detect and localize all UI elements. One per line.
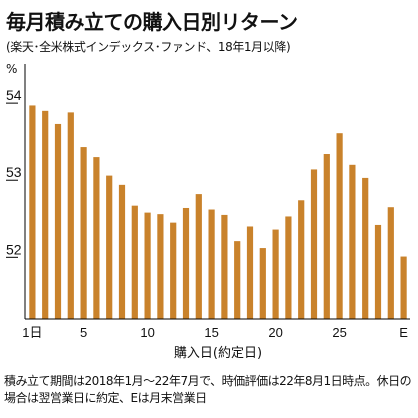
- bar-3: [54, 123, 62, 319]
- x-axis: 1日 5 10 15 20 25 E 購入日(約定日): [22, 64, 410, 361]
- bar-2: [42, 110, 49, 319]
- bar-29: [387, 207, 394, 319]
- chart-title: 毎月積み立ての購入日別リターン: [6, 10, 298, 34]
- bar-23: [310, 169, 318, 319]
- x-tick-label: 10: [140, 325, 154, 340]
- bar-1日: [29, 105, 36, 320]
- bar-7: [106, 175, 113, 319]
- bar-E: [400, 256, 407, 319]
- bar-27: [362, 177, 369, 319]
- bar-8: [118, 184, 126, 319]
- bar-28: [374, 224, 382, 319]
- bar-9: [131, 205, 138, 319]
- bar-20: [272, 229, 279, 319]
- y-tick-label: 52: [6, 241, 22, 257]
- bar-4: [67, 112, 74, 319]
- bar-14: [195, 194, 202, 319]
- bar-12: [170, 222, 177, 319]
- bar-11: [157, 214, 164, 319]
- bar-26: [349, 164, 356, 319]
- bar-10: [144, 212, 151, 319]
- bar-18: [246, 226, 254, 319]
- x-tick-label: 25: [332, 325, 346, 340]
- bar-15: [208, 209, 215, 319]
- chart-subtitle: (楽天･全米株式インデックス･ファンド、18年1月以降): [6, 40, 291, 54]
- footnote: 積み立て期間は2018年1月～22年7月で、時価評価は22年8月1日時点。休日の…: [4, 374, 412, 405]
- y-unit-label: %: [6, 62, 17, 76]
- bar-19: [259, 248, 266, 319]
- x-tick-label: 15: [204, 325, 218, 340]
- x-tick-label: E: [399, 325, 408, 340]
- bar-13: [182, 207, 190, 319]
- y-tick-label: 54: [6, 87, 22, 103]
- x-tick-label: 1日: [22, 325, 42, 340]
- bars: [29, 105, 407, 320]
- bar-25: [336, 133, 343, 319]
- bar-21: [285, 216, 292, 319]
- x-tick-label: 5: [80, 325, 87, 340]
- bar-24: [323, 154, 330, 319]
- x-tick-label: 20: [268, 325, 282, 340]
- x-axis-title: 購入日(約定日): [174, 346, 262, 361]
- bar-5: [80, 147, 87, 319]
- y-tick-label: 53: [6, 164, 22, 180]
- bar-22: [298, 200, 305, 319]
- bar-16: [221, 214, 228, 319]
- bar-6: [93, 157, 100, 319]
- y-axis: % 52 53 54: [6, 62, 22, 258]
- bar-17: [234, 241, 241, 319]
